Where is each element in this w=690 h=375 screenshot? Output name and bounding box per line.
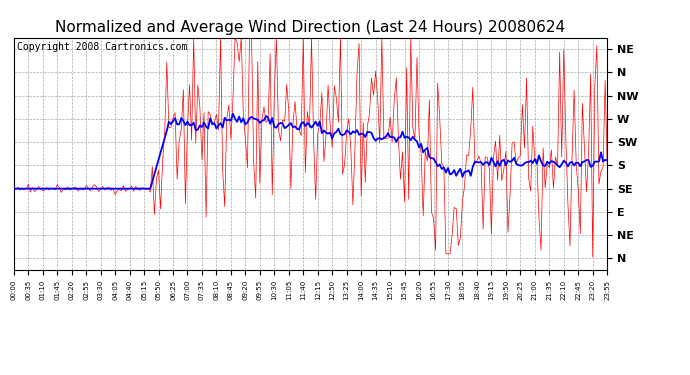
Text: Copyright 2008 Cartronics.com: Copyright 2008 Cartronics.com (17, 42, 187, 52)
Title: Normalized and Average Wind Direction (Last 24 Hours) 20080624: Normalized and Average Wind Direction (L… (55, 20, 566, 35)
